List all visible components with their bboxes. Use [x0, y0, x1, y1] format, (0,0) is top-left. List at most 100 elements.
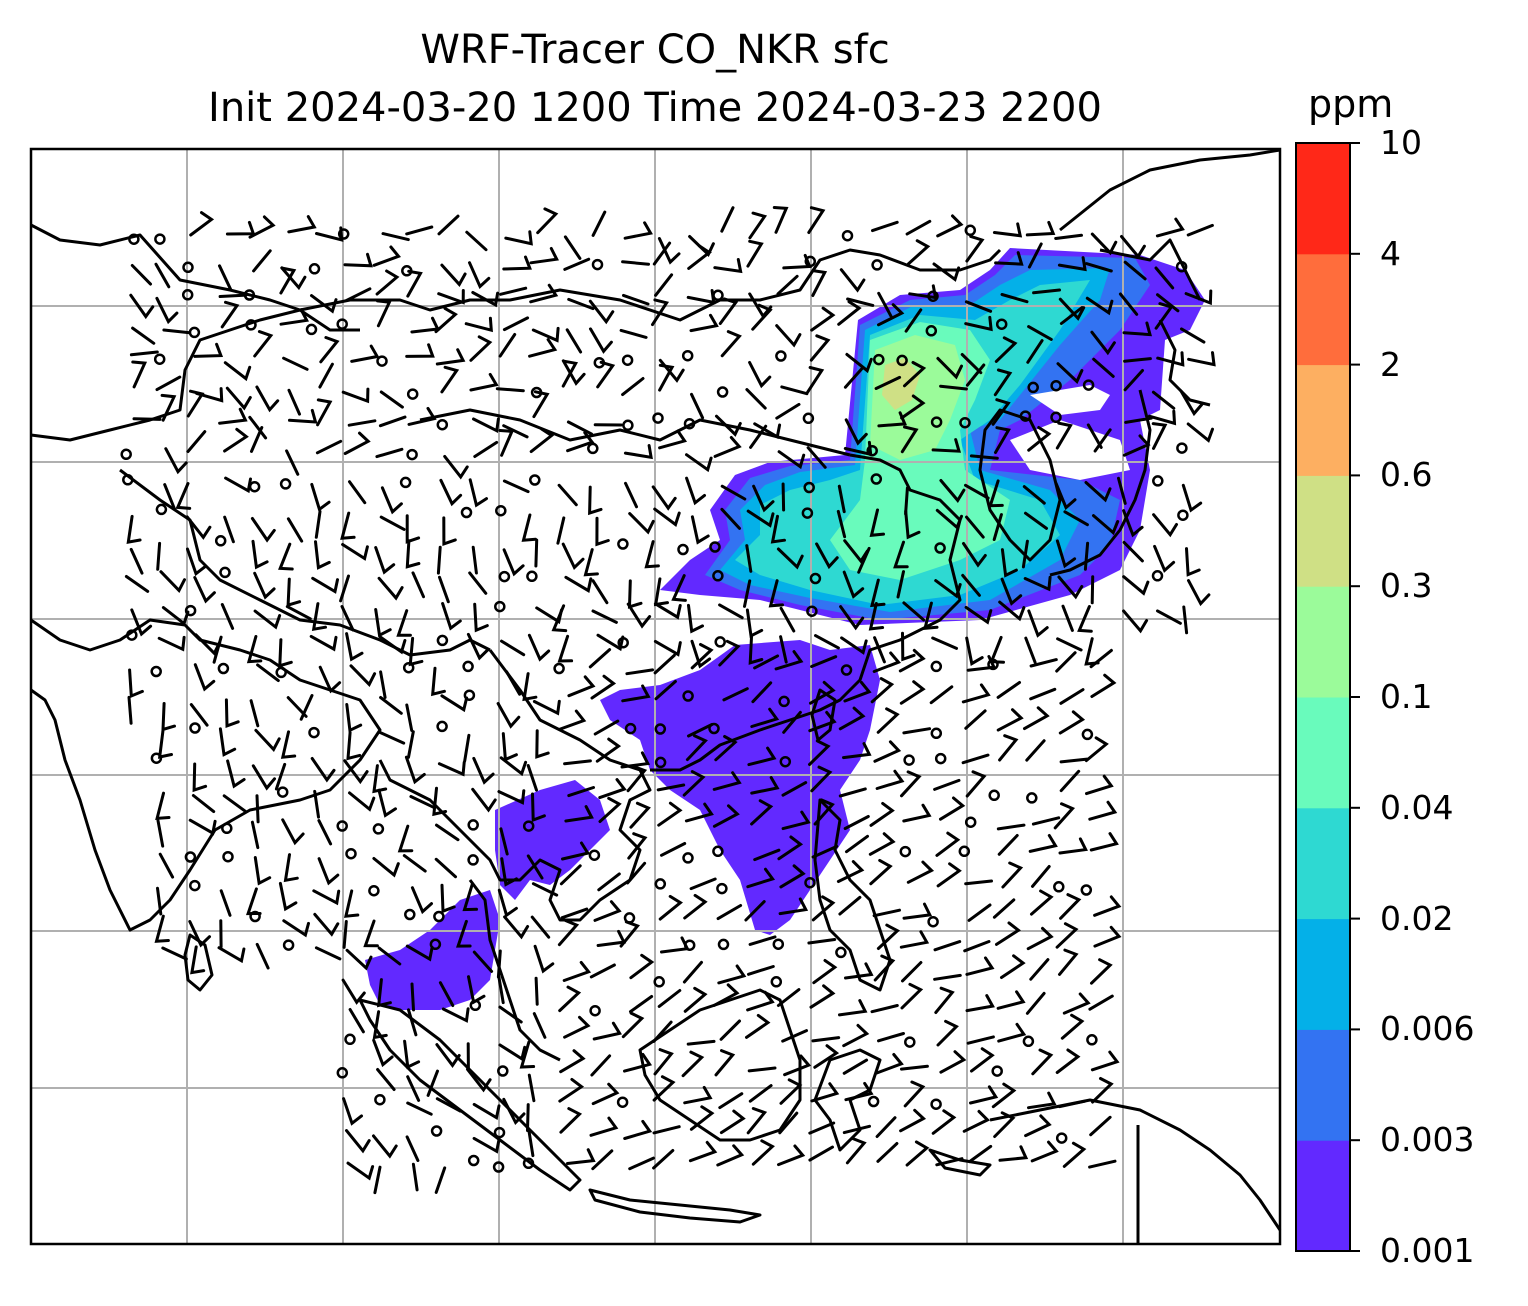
- wind-barb: [746, 990, 775, 1012]
- wind-barb: [845, 834, 869, 854]
- wind-barb: [993, 368, 1013, 397]
- colorbar-tick-label: 0.3: [1380, 566, 1433, 606]
- wind-barb: [274, 762, 287, 791]
- wind-barb: [992, 898, 1016, 919]
- wind-barb: [745, 544, 753, 573]
- wind-barb: [372, 245, 401, 267]
- calm-wind-circle: [214, 535, 227, 547]
- wind-barb: [808, 739, 831, 766]
- wind-barb: [496, 702, 521, 729]
- wind-barb: [1059, 688, 1085, 705]
- wind-barb: [529, 283, 559, 304]
- calm-wind-circle: [553, 662, 565, 675]
- wind-barb: [842, 1124, 871, 1135]
- wind-barb: [811, 844, 839, 859]
- wind-barb: [1058, 710, 1086, 735]
- wind-barb: [341, 543, 369, 561]
- calm-wind-circle: [1026, 792, 1038, 804]
- wind-barb: [812, 959, 838, 985]
- wind-barb: [939, 796, 966, 821]
- wind-barb: [1124, 416, 1153, 424]
- calm-wind-circle: [616, 1096, 629, 1108]
- wind-barb: [497, 888, 518, 918]
- wind-barb: [651, 485, 677, 511]
- wind-barb: [223, 515, 235, 544]
- wind-barb: [464, 316, 493, 333]
- wind-barb: [519, 1040, 536, 1069]
- wind-barb: [837, 300, 862, 326]
- wind-barb: [217, 946, 246, 964]
- wind-barb: [908, 284, 938, 300]
- wind-barb: [808, 1121, 836, 1135]
- calm-wind-circle: [802, 412, 815, 425]
- wind-barb: [1053, 802, 1076, 830]
- calm-wind-circle: [712, 289, 724, 302]
- wind-barb: [193, 663, 216, 692]
- wind-barb: [402, 854, 427, 873]
- calm-wind-circle: [122, 474, 134, 486]
- wind-barb: [768, 579, 784, 608]
- wind-barb: [810, 1082, 840, 1103]
- wind-barb: [1085, 774, 1114, 796]
- wind-barb: [536, 207, 559, 235]
- wind-barb: [405, 703, 414, 732]
- calm-wind-circle: [778, 695, 790, 708]
- wind-barb: [591, 609, 618, 624]
- calm-wind-circle: [150, 665, 162, 678]
- wind-barb: [1091, 1077, 1114, 1104]
- wind-barb: [502, 548, 525, 577]
- wind-barb: [588, 299, 615, 325]
- wind-barb: [426, 1069, 439, 1097]
- wind-barb: [779, 1078, 803, 1105]
- wind-barb: [998, 734, 1019, 762]
- wind-barb: [901, 961, 923, 983]
- wind-barb: [1185, 547, 1201, 577]
- wind-barb: [440, 365, 460, 394]
- wind-barb: [526, 764, 538, 792]
- wind-barb: [1186, 223, 1214, 237]
- wind-barb: [965, 770, 987, 798]
- wind-barb: [432, 786, 448, 817]
- wind-barb: [961, 683, 991, 704]
- wind-barb: [748, 935, 777, 946]
- calm-wind-circle: [1082, 379, 1095, 391]
- wind-barb: [929, 685, 954, 705]
- wind-barb: [159, 570, 186, 593]
- wind-barb: [991, 398, 1011, 426]
- wind-barb: [563, 257, 591, 271]
- wind-barb: [815, 542, 839, 570]
- wind-barb: [899, 930, 930, 949]
- colorbar-tick-label: 0.6: [1380, 455, 1433, 495]
- wind-barb: [254, 728, 281, 752]
- wind-barb: [188, 920, 211, 948]
- calm-wind-circle: [899, 845, 912, 858]
- wind-barb: [714, 1049, 736, 1077]
- wind-barb: [246, 635, 263, 664]
- wind-barb: [468, 571, 488, 595]
- wind-barb: [781, 810, 811, 831]
- wind-barb: [1056, 637, 1083, 652]
- wind-barb: [1122, 509, 1144, 538]
- wind-barb: [933, 973, 962, 981]
- wind-barb: [875, 769, 905, 790]
- calm-wind-circle: [189, 722, 201, 734]
- wind-barb: [341, 978, 366, 1005]
- coast-sumatra: [358, 998, 582, 1192]
- wind-barb: [842, 742, 872, 760]
- wind-barb: [471, 291, 500, 308]
- wind-barb: [551, 604, 568, 633]
- wind-barb: [902, 601, 926, 622]
- wind-barb: [343, 431, 371, 455]
- wind-barb: [253, 609, 282, 630]
- wind-barb: [282, 919, 310, 938]
- wind-barb: [808, 1145, 834, 1162]
- calm-wind-circle: [682, 852, 694, 864]
- wind-barb: [893, 540, 909, 569]
- wind-barb: [379, 390, 404, 409]
- wind-barb: [869, 801, 895, 827]
- calm-wind-circle: [930, 416, 943, 428]
- wind-barb: [877, 303, 905, 327]
- border-mongolia-south: [419, 408, 851, 457]
- wind-barb: [1031, 816, 1061, 826]
- wind-barb: [776, 274, 799, 296]
